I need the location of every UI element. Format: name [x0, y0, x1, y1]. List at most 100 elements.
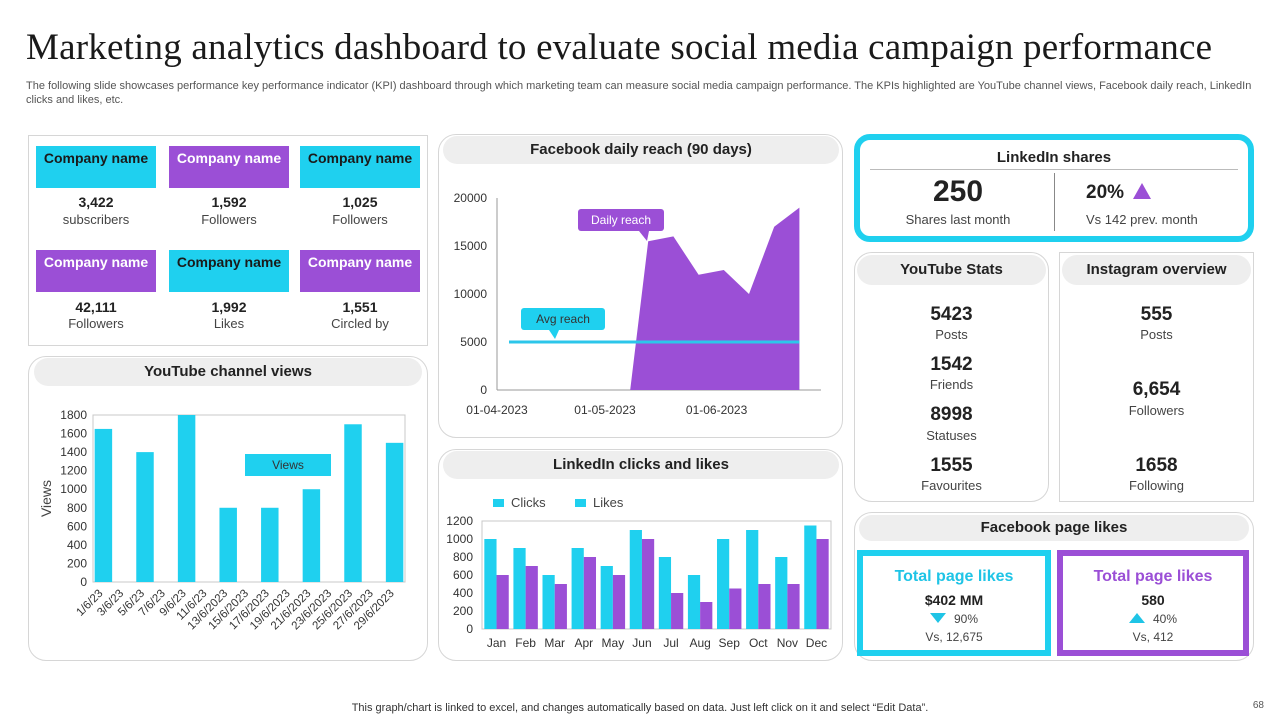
- youtube-views-title: YouTube channel views: [34, 358, 422, 386]
- instagram-stat-value: 1658: [1135, 455, 1178, 476]
- company-name: Company name: [176, 254, 282, 270]
- legend-swatch: [493, 499, 504, 507]
- bar: [344, 424, 362, 582]
- bar-likes: [641, 539, 655, 629]
- company-name: Company name: [43, 254, 149, 270]
- company-panel: Company name Company name Company name 3…: [28, 135, 428, 346]
- y-tick-label: 5000: [460, 335, 487, 349]
- x-tick-label: Apr: [574, 636, 593, 650]
- youtube-stat-value: 5423: [930, 304, 973, 325]
- y-tick-label: 1000: [60, 482, 87, 496]
- bar-clicks: [513, 548, 526, 629]
- page-likes-right-vs: Vs, 412: [1132, 630, 1174, 644]
- bar-clicks: [542, 575, 555, 629]
- facebook-reach-card: Facebook daily reach (90 days) 0 5000 1000…: [438, 134, 843, 438]
- page-likes-box-left: Total page likes $402 MM 90% Vs, 12,675: [857, 550, 1051, 656]
- y-tick-label: 1200: [60, 464, 87, 478]
- bar: [177, 415, 196, 582]
- x-tick-label: Jul: [663, 636, 678, 650]
- y-tick-label: 400: [453, 586, 473, 600]
- youtube-stat-value: 1542: [930, 354, 973, 375]
- bar: [136, 452, 154, 582]
- linkedin-shares-divider: [1054, 173, 1055, 231]
- company-label: Followers: [201, 212, 257, 227]
- bar-likes: [700, 602, 713, 629]
- instagram-stat-label: Following: [1129, 478, 1184, 493]
- y-tick-label: 1600: [60, 427, 87, 441]
- avg-reach-callout-tail: [549, 330, 559, 339]
- facebook-reach-title: Facebook daily reach (90 days): [443, 136, 839, 164]
- bar-likes: [612, 575, 626, 629]
- linkedin-shares-value-label: Shares last month: [905, 212, 1011, 227]
- page-number: 68: [1252, 700, 1264, 711]
- page-likes-right-pct-row: 40%: [1063, 612, 1243, 626]
- page-likes-box-right: Total page likes 580 40% Vs, 412: [1057, 550, 1249, 656]
- linkedin-shares-card: LinkedIn shares 250 Shares last month 20…: [854, 134, 1254, 242]
- youtube-stat-label: Statuses: [926, 428, 977, 443]
- views-label: Views: [272, 458, 304, 472]
- bar-clicks: [658, 557, 672, 629]
- facebook-reach-chart[interactable]: 0 5000 10000 15000 20000 01-04-2023 01-05-2023…: [439, 167, 842, 437]
- company-name-box: Company name: [300, 146, 420, 188]
- linkedin-clicks-chart[interactable]: 0 200 400 600 800 1000 1200 Clicks Likes Jan Feb Ma…: [439, 480, 842, 660]
- instagram-stat-label: Posts: [1140, 327, 1173, 342]
- youtube-stat-label: Friends: [929, 377, 974, 392]
- daily-reach-callout-tail: [639, 231, 649, 241]
- page-likes-left-pct: 90%: [953, 612, 979, 626]
- company-value: 42,111: [75, 299, 117, 315]
- instagram-title: Instagram overview: [1062, 255, 1251, 285]
- company-name: Company name: [43, 150, 149, 166]
- company-name: Company name: [176, 150, 282, 166]
- legend-label: Clicks: [511, 495, 546, 510]
- page-likes-left-pct-row: 90%: [863, 612, 1045, 626]
- bar-likes: [554, 584, 567, 629]
- bar-likes: [816, 539, 829, 629]
- page-likes-right-title: Total page likes: [1093, 568, 1213, 585]
- y-axis-label: Views: [38, 480, 54, 517]
- y-tick-label: 0: [480, 383, 487, 397]
- company-name-box: Company name: [36, 250, 156, 292]
- youtube-views-card: YouTube channel views 0 200 400 600 800 1000 1…: [28, 356, 428, 661]
- bar-clicks: [484, 539, 497, 629]
- company-label: subscribers: [62, 212, 130, 227]
- bar-clicks: [629, 530, 642, 629]
- company-name-box: Company name: [169, 250, 289, 292]
- bar: [261, 507, 279, 582]
- bar-likes: [758, 584, 771, 629]
- company-name: Company name: [307, 150, 413, 166]
- bar-likes: [525, 566, 538, 629]
- x-tick-label: Dec: [806, 636, 827, 650]
- bar-clicks: [571, 548, 584, 629]
- youtube-views-chart[interactable]: 0200400600800100012001400160018001/6/233…: [29, 390, 427, 660]
- company-label: Followers: [332, 212, 388, 227]
- page-likes-right-pct: 40%: [1152, 612, 1178, 626]
- y-tick-label: 200: [453, 604, 473, 618]
- y-tick-label: 0: [466, 622, 473, 636]
- x-tick-label: 01-06-2023: [686, 403, 748, 417]
- footer-note: This graph/chart is linked to excel, and…: [351, 702, 929, 714]
- y-tick-label: 800: [67, 501, 87, 515]
- instagram-stat-value: 6,654: [1132, 379, 1181, 400]
- y-tick-label: 600: [453, 568, 473, 582]
- bar-clicks: [600, 566, 613, 629]
- x-tick-label: Jan: [487, 636, 506, 650]
- company-name-box: Company name: [169, 146, 289, 188]
- y-tick-label: 400: [67, 538, 87, 552]
- up-triangle-icon: [1128, 613, 1145, 623]
- youtube-stats-card: YouTube Stats 5423 Posts 1542 Friends 89…: [854, 252, 1049, 502]
- linkedin-shares-pct-row: 20%: [1086, 182, 1152, 204]
- bar-clicks: [775, 557, 788, 629]
- facebook-page-likes-title: Facebook page likes: [859, 515, 1249, 541]
- bar-clicks: [804, 525, 817, 629]
- bar: [94, 428, 113, 582]
- x-tick-label: Feb: [515, 636, 536, 650]
- bar: [219, 507, 237, 582]
- plot-area: [481, 520, 832, 630]
- linkedin-shares-title: LinkedIn shares: [996, 149, 1112, 166]
- daily-reach-callout: [578, 209, 664, 231]
- y-tick-label: 200: [67, 556, 87, 570]
- bar-likes: [787, 584, 800, 629]
- linkedin-shares-rule: [870, 169, 1238, 170]
- bar-likes: [583, 557, 597, 629]
- plot-area: [92, 414, 406, 583]
